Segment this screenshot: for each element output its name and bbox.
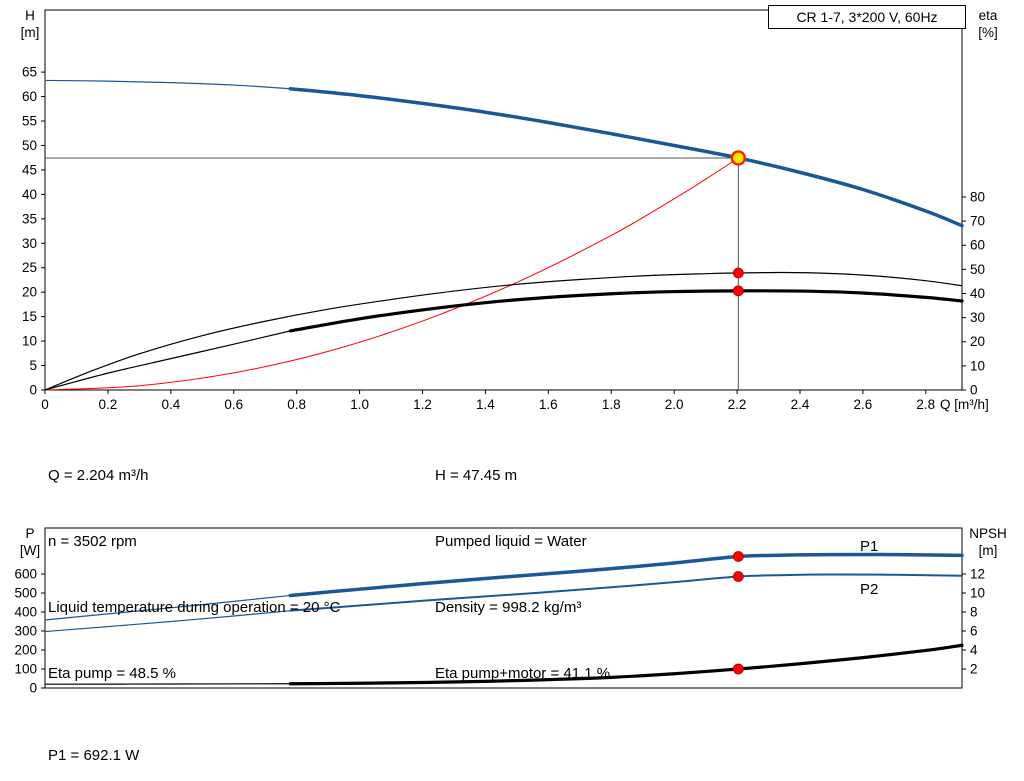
right-axis-tick-label: 10 <box>970 358 985 373</box>
eta-pump-motor-curve-low-range <box>44 330 291 391</box>
right-axis-tick-label: 40 <box>970 286 985 301</box>
eta-pump-motor-curve <box>288 289 964 333</box>
npsh-point-marker <box>732 663 744 675</box>
pump-model-label: CR 1-7, 3*200 V, 60Hz <box>768 5 966 29</box>
right-axis-tick-label: 20 <box>970 334 985 349</box>
right-axis-tick-label: 6 <box>970 623 978 638</box>
left-axis-tick-label: 300 <box>14 623 37 638</box>
left-axis-tick-label: 50 <box>22 138 37 153</box>
x-axis-tick-label: 1.4 <box>476 397 495 412</box>
right-axis-title: NPSH <box>969 526 1007 541</box>
left-axis-tick-label: 20 <box>22 285 37 300</box>
power-npsh-chart-frame <box>44 527 963 689</box>
x-axis-tick-label: 0.8 <box>287 397 306 412</box>
info-liquid-temperature: Liquid temperature during operation = 20… <box>48 599 341 616</box>
npsh-curve <box>288 643 964 686</box>
left-axis-tick-label: 200 <box>14 642 37 657</box>
left-axis-tick-label: 25 <box>22 260 37 275</box>
right-axis-tick-label: 0 <box>970 383 978 398</box>
right-axis-unit: [m] <box>979 543 998 558</box>
left-axis-tick-label: 40 <box>22 187 37 202</box>
info-head: H = 47.45 m <box>435 467 518 484</box>
p1-curve-low-range <box>44 594 291 621</box>
curve-label-p2: P2 <box>860 581 878 598</box>
power-npsh-info: P1 = 692.1 W P2 = 586.7 W NPSH = 2 m <box>48 701 139 781</box>
x-axis-tick-label: 2.6 <box>854 397 873 412</box>
right-axis-tick-label: 50 <box>970 262 985 277</box>
left-axis-tick-label: 15 <box>22 309 37 324</box>
left-axis-tick-label: 30 <box>22 236 37 251</box>
left-axis-tick-label: 0 <box>29 681 37 696</box>
left-axis-tick-label: 5 <box>29 358 37 373</box>
x-axis-tick-label: 1.2 <box>413 397 432 412</box>
info-flow: Q = 2.204 m³/h <box>48 467 149 484</box>
left-axis-tick-label: 0 <box>29 383 37 398</box>
eta-pump-motor-point-marker <box>732 285 744 297</box>
eta-pump-curve <box>44 271 963 391</box>
x-axis-tick-label: 2.4 <box>791 397 810 412</box>
info-density: Density = 998.2 kg/m³ <box>435 599 582 616</box>
p1-curve <box>288 552 964 598</box>
left-axis-title: P <box>25 526 34 541</box>
left-axis-tick-label: 10 <box>22 334 37 349</box>
right-axis-tick-label: 2 <box>970 661 978 676</box>
right-axis-tick-label: 12 <box>970 566 985 581</box>
left-axis-tick-label: 400 <box>14 604 37 619</box>
x-axis-tick-label: 0.2 <box>99 397 118 412</box>
p2-curve <box>289 573 963 612</box>
x-axis-tick-label: 1.6 <box>539 397 558 412</box>
info-pumped-liquid: Pumped liquid = Water <box>435 533 587 550</box>
x-axis-tick-label: 2.2 <box>728 397 747 412</box>
eta-pump-point-marker <box>732 267 744 279</box>
info-eta-pump-motor: Eta pump+motor = 41.1 % <box>435 665 611 682</box>
left-axis-unit: [W] <box>20 543 40 558</box>
left-axis-tick-label: 100 <box>14 661 37 676</box>
left-axis-tick-label: 55 <box>22 114 37 129</box>
system-curve <box>44 157 739 391</box>
right-axis-title: eta <box>979 8 998 23</box>
right-axis-tick-label: 10 <box>970 585 985 600</box>
left-axis-tick-label: 60 <box>22 89 37 104</box>
qh-eta-chart-frame <box>44 9 963 391</box>
info-p1: P1 = 692.1 W <box>48 747 140 764</box>
curve-label-p1: P1 <box>860 538 878 555</box>
head-curve <box>288 86 964 228</box>
right-axis-tick-label: 60 <box>970 238 985 253</box>
right-axis-unit: [%] <box>978 25 998 40</box>
p2-curve-low-range <box>44 610 291 633</box>
x-axis-tick-label: 0 <box>41 397 49 412</box>
duty-info-left: Q = 2.204 m³/h n = 3502 rpm Liquid tempe… <box>48 421 340 729</box>
right-axis-tick-label: 4 <box>970 642 978 657</box>
x-axis-tick-label: 1.0 <box>350 397 369 412</box>
x-axis-title: Q [m³/h] <box>940 397 989 412</box>
p1-point-marker <box>732 551 744 562</box>
x-axis-tick-label: 1.8 <box>602 397 621 412</box>
info-eta-pump: Eta pump = 48.5 % <box>48 665 176 682</box>
right-axis-tick-label: 70 <box>970 214 985 229</box>
head-curve-low-range <box>44 79 291 90</box>
right-axis-tick-label: 30 <box>970 310 985 325</box>
left-axis-tick-label: 65 <box>22 65 37 80</box>
duty-point-marker <box>730 150 747 166</box>
left-axis-title: H <box>25 8 35 23</box>
right-axis-tick-label: 8 <box>970 604 978 619</box>
left-axis-tick-label: 500 <box>14 585 37 600</box>
left-axis-tick-label: 600 <box>14 566 37 581</box>
left-axis-tick-label: 35 <box>22 211 37 226</box>
x-axis-tick-label: 2.8 <box>916 397 935 412</box>
right-axis-tick-label: 80 <box>970 189 985 204</box>
x-axis-tick-label: 0.4 <box>161 397 180 412</box>
duty-info-right: H = 47.45 m Pumped liquid = Water Densit… <box>435 421 610 729</box>
p2-point-marker <box>732 571 744 582</box>
x-axis-tick-label: 2.0 <box>665 397 684 412</box>
left-axis-unit: [m] <box>21 25 40 40</box>
info-speed: n = 3502 rpm <box>48 533 137 550</box>
x-axis-tick-label: 0.6 <box>224 397 243 412</box>
left-axis-tick-label: 45 <box>22 162 37 177</box>
